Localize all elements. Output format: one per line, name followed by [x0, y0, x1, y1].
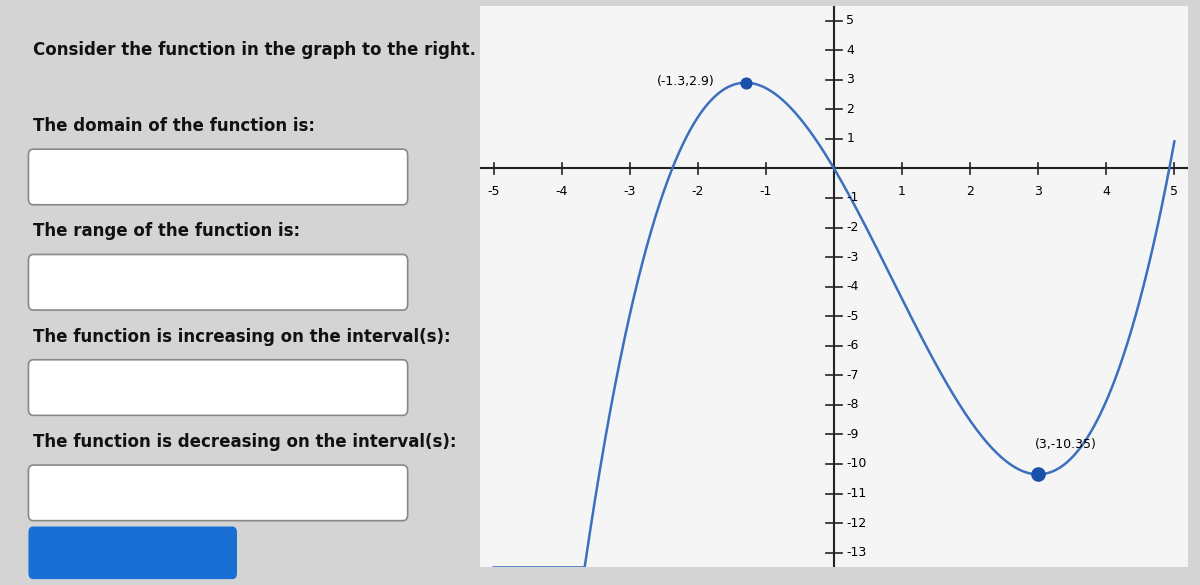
Text: The range of the function is:: The range of the function is: [34, 222, 300, 240]
Text: -1: -1 [846, 191, 859, 205]
Text: (3,-10.35): (3,-10.35) [1034, 438, 1097, 450]
Point [1028, 470, 1048, 479]
FancyBboxPatch shape [29, 465, 408, 521]
Text: 2: 2 [966, 185, 974, 198]
Text: 3: 3 [846, 73, 854, 86]
Text: -13: -13 [846, 546, 866, 559]
Text: The domain of the function is:: The domain of the function is: [34, 117, 316, 135]
Text: -8: -8 [846, 398, 859, 411]
Text: 3: 3 [1034, 185, 1042, 198]
Text: -4: -4 [846, 280, 859, 293]
Text: Submit Question: Submit Question [61, 545, 204, 560]
FancyBboxPatch shape [29, 149, 408, 205]
Text: 2: 2 [846, 103, 854, 116]
Text: -3: -3 [846, 250, 859, 264]
Text: -4: -4 [556, 185, 568, 198]
Text: -3: -3 [624, 185, 636, 198]
Point [736, 78, 755, 87]
Text: 1: 1 [898, 185, 906, 198]
Text: -9: -9 [846, 428, 859, 441]
Text: -5: -5 [487, 185, 500, 198]
Text: -6: -6 [846, 339, 859, 352]
Text: -10: -10 [846, 457, 866, 470]
Text: 5: 5 [1170, 185, 1178, 198]
Text: -12: -12 [846, 517, 866, 529]
FancyBboxPatch shape [29, 254, 408, 310]
Text: -7: -7 [846, 369, 859, 382]
Text: Consider the function in the graph to the right.: Consider the function in the graph to th… [34, 41, 476, 59]
Text: The function is increasing on the interval(s):: The function is increasing on the interv… [34, 328, 451, 346]
Text: -2: -2 [691, 185, 704, 198]
Text: 4: 4 [1103, 185, 1110, 198]
Text: 5: 5 [846, 14, 854, 27]
Text: -5: -5 [846, 309, 859, 323]
Text: -1: -1 [760, 185, 772, 198]
Text: 1: 1 [846, 132, 854, 145]
Text: -11: -11 [846, 487, 866, 500]
Text: -2: -2 [846, 221, 859, 234]
Text: The function is decreasing on the interval(s):: The function is decreasing on the interv… [34, 433, 457, 451]
FancyBboxPatch shape [29, 360, 408, 415]
FancyBboxPatch shape [29, 526, 238, 579]
Text: (-1.3,2.9): (-1.3,2.9) [658, 75, 715, 88]
Text: 4: 4 [846, 44, 854, 57]
